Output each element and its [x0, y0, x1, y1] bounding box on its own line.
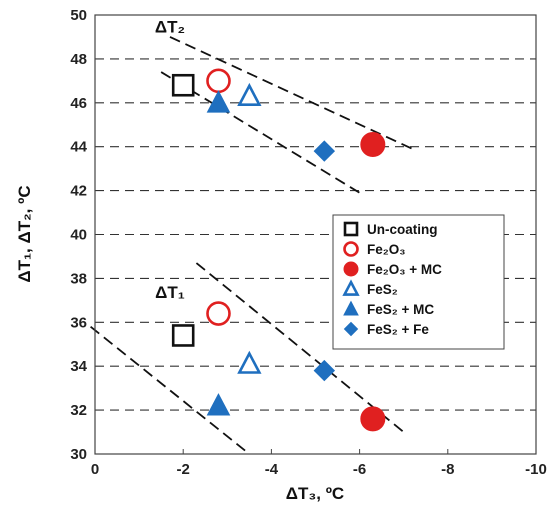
x-tick--10: -10 — [525, 461, 547, 478]
point-0-1 — [171, 324, 195, 347]
point-3-0 — [237, 82, 262, 107]
y-tick-40: 40 — [70, 227, 87, 244]
point-1-1 — [206, 301, 231, 326]
legend-label-0: Un-coating — [367, 222, 438, 237]
legend-marker-5 — [343, 321, 359, 337]
point-0-0 — [171, 73, 195, 97]
group-label-1: ΔT₂ — [155, 18, 185, 37]
y-tick-32: 32 — [70, 402, 87, 419]
group-label-2: ΔT₁ — [155, 283, 185, 302]
x-tick--4: -4 — [265, 461, 279, 478]
y-tick-50: 50 — [70, 7, 87, 24]
y-tick-44: 44 — [70, 139, 87, 156]
y-tick-48: 48 — [70, 51, 87, 68]
y-tick-36: 36 — [70, 314, 87, 331]
y-tick-38: 38 — [70, 270, 87, 287]
legend: Un-coating Fe₂O₃ Fe₂O₃ + MC FeS₂ FeS₂ + MC Fe… — [332, 214, 505, 350]
point-5-0 — [313, 140, 336, 162]
legend-box — [332, 214, 505, 350]
x-tick--6: -6 — [353, 461, 366, 478]
tick-labels: 30 32 34 36 38 40 42 44 46 48 50 0 -2 -4 -6 -8 -10 — [70, 7, 547, 478]
trend-line-4 — [90, 325, 250, 455]
y-tick-34: 34 — [70, 358, 87, 375]
point-3-1 — [237, 350, 262, 374]
group-labels: ΔT₂ ΔT₁ — [155, 18, 185, 303]
data-points — [171, 68, 386, 432]
legend-marker-3 — [342, 279, 360, 296]
legend-marker-0 — [343, 221, 359, 237]
point-2-1 — [360, 406, 386, 432]
y-tick-42: 42 — [70, 183, 87, 200]
y-tick-46: 46 — [70, 95, 87, 112]
x-tick--2: -2 — [177, 461, 190, 478]
x-tick-0: 0 — [91, 461, 99, 478]
trend-line-3 — [195, 262, 405, 433]
legend-marker-2 — [343, 261, 359, 277]
y-axis-title: ΔT₁, ΔT₂, ºC — [15, 185, 34, 282]
legend-marker-4 — [343, 300, 359, 316]
point-1-0 — [206, 68, 231, 94]
legend-marker-1 — [343, 241, 359, 257]
legend-label-2: Fe₂O₃ + MC — [367, 262, 442, 277]
plot-frame — [94, 14, 537, 455]
legend-label-1: Fe₂O₃ — [367, 242, 406, 257]
legend-label-3: FeS₂ — [367, 282, 398, 297]
trend-line-1 — [169, 36, 413, 150]
point-4-1 — [206, 393, 231, 416]
legend-label-4: FeS₂ + MC — [367, 302, 434, 317]
point-2-0 — [360, 132, 386, 158]
x-tick--8: -8 — [441, 461, 454, 478]
legend-label-5: FeS₂ + Fe — [367, 322, 429, 337]
y-tick-30: 30 — [70, 446, 87, 463]
point-4-0 — [206, 90, 231, 113]
x-axis-title: ΔT₃, ºC — [286, 484, 344, 503]
point-5-1 — [313, 359, 336, 382]
